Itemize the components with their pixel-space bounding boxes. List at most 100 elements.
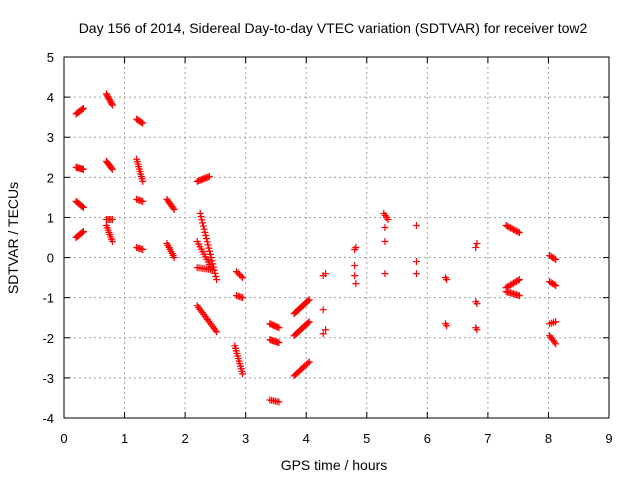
data-point	[206, 247, 214, 255]
data-point	[202, 235, 210, 243]
y-tick-label: 3	[47, 130, 54, 145]
data-point	[108, 215, 116, 223]
data-point	[108, 165, 116, 173]
y-tick-label: 0	[47, 251, 54, 266]
data-point	[352, 244, 360, 252]
data-point	[412, 221, 420, 229]
data-point	[201, 228, 209, 236]
data-point	[319, 306, 327, 314]
data-point	[239, 294, 247, 302]
data-point	[412, 270, 420, 278]
x-tick-label: 6	[424, 431, 431, 446]
data-point	[79, 165, 87, 173]
data-point	[514, 277, 522, 285]
data-point	[202, 231, 210, 239]
data-point	[213, 276, 221, 284]
data-point	[78, 228, 86, 236]
data-point	[237, 272, 245, 280]
x-axis-tick-labels: 0 1 2 3 4 5 6 7 8 9	[60, 431, 612, 446]
data-point	[351, 272, 359, 280]
data-point	[78, 203, 86, 211]
data-point	[79, 104, 87, 112]
data-point	[381, 223, 389, 231]
data-point	[203, 238, 211, 246]
data-point	[197, 213, 205, 221]
y-tick-label: -1	[42, 291, 54, 306]
data-point	[504, 222, 512, 230]
x-axis-label: GPS time / hours	[281, 457, 388, 473]
x-tick-label: 3	[242, 431, 249, 446]
data-point	[514, 228, 522, 236]
data-point	[200, 225, 208, 233]
data-point	[473, 300, 481, 308]
data-point	[207, 254, 215, 262]
data-point	[108, 101, 116, 109]
data-point	[196, 209, 204, 217]
y-tick-label: -2	[42, 331, 54, 346]
data-point	[139, 177, 147, 185]
data-point	[508, 225, 516, 233]
data-point	[139, 246, 147, 254]
data-point	[211, 269, 219, 277]
data-point	[322, 326, 330, 334]
data-point	[550, 255, 558, 263]
data-point	[199, 219, 207, 227]
data-point	[304, 297, 312, 305]
y-tick-label: -3	[42, 371, 54, 386]
data-point	[212, 272, 220, 280]
data-point	[275, 339, 283, 347]
data-point	[199, 222, 207, 230]
data-point	[79, 203, 87, 211]
data-point	[515, 292, 523, 300]
data-point	[505, 223, 513, 231]
data-point	[170, 254, 178, 262]
y-axis-label: SDTVAR / TECUs	[5, 182, 21, 294]
y-axis-tick-labels: -4 -3 -2 -1 0 1 2 3 4 5	[42, 50, 54, 426]
data-point	[304, 319, 312, 327]
data-point	[473, 240, 481, 248]
data-point	[305, 318, 313, 326]
data-point	[443, 322, 451, 330]
data-point	[239, 274, 247, 282]
data-point	[473, 326, 481, 334]
data-point	[381, 238, 389, 246]
y-tick-label: 1	[47, 210, 54, 225]
y-tick-label: -4	[42, 411, 54, 426]
x-tick-label: 2	[181, 431, 188, 446]
data-point	[233, 268, 241, 276]
data-point	[79, 227, 87, 235]
plot-frame	[63, 56, 610, 419]
chart-title: Day 156 of 2014, Sidereal Day-to-day VTE…	[79, 20, 588, 36]
data-point	[443, 276, 451, 284]
data-point	[322, 270, 330, 278]
axis-ticks	[63, 56, 610, 419]
data-point	[550, 281, 558, 289]
data-point	[208, 257, 216, 265]
x-tick-label: 4	[303, 431, 310, 446]
x-tick-label: 9	[605, 431, 612, 446]
data-point	[170, 205, 178, 213]
data-point	[552, 256, 560, 264]
data-point	[506, 224, 514, 232]
data-point	[502, 221, 510, 229]
data-point	[139, 119, 147, 127]
x-tick-label: 5	[363, 431, 370, 446]
data-point	[509, 225, 517, 233]
data-point	[305, 296, 313, 304]
data-point	[352, 280, 360, 288]
data-point	[108, 238, 116, 246]
data-point	[78, 105, 86, 113]
data-point	[472, 244, 480, 252]
data-point	[552, 340, 560, 348]
data-point	[275, 324, 283, 332]
data-point	[351, 262, 359, 270]
data-point	[234, 269, 242, 277]
data-point	[384, 215, 392, 223]
x-tick-label: 7	[484, 431, 491, 446]
y-tick-label: 4	[47, 90, 54, 105]
data-point	[515, 229, 523, 237]
data-point	[205, 244, 213, 252]
data-point	[138, 118, 146, 126]
data-point	[139, 197, 147, 205]
data-point	[512, 227, 520, 235]
